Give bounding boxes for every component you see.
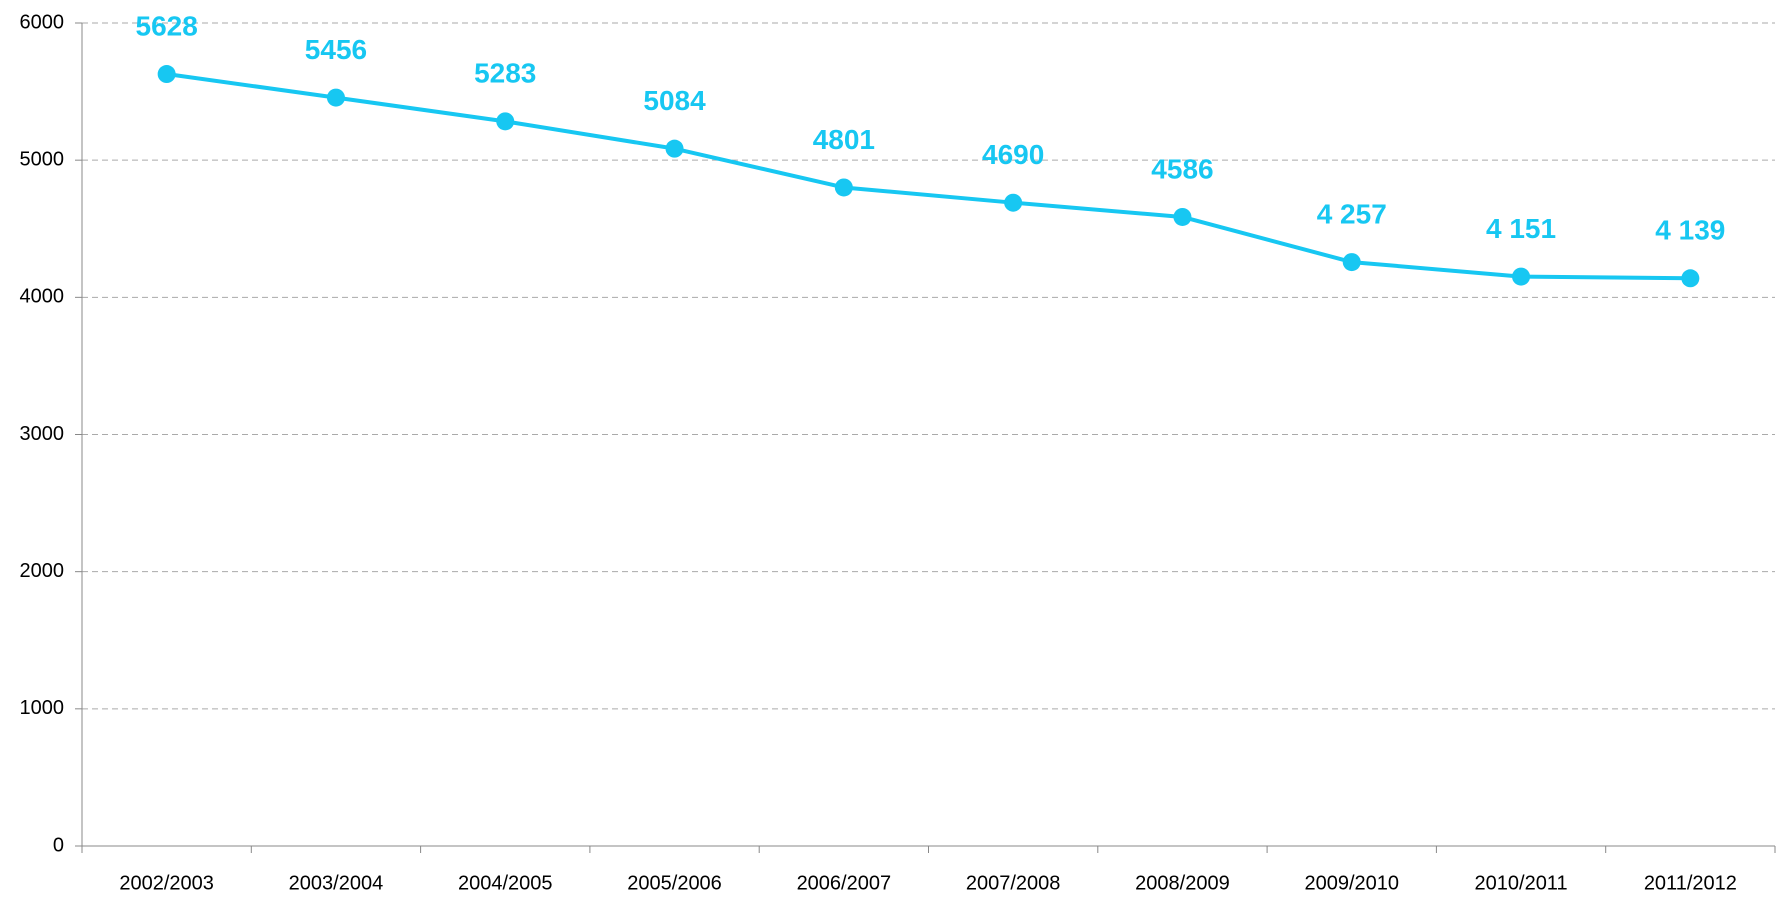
y-tick-label: 1000 bbox=[20, 697, 65, 719]
data-point bbox=[1004, 193, 1023, 212]
data-point bbox=[157, 65, 176, 84]
data-label: 5628 bbox=[136, 10, 198, 41]
x-tick-label: 2004/2005 bbox=[458, 872, 553, 894]
data-label: 4690 bbox=[982, 139, 1044, 170]
data-point bbox=[1173, 207, 1192, 226]
data-label: 4801 bbox=[813, 124, 875, 155]
data-label: 5456 bbox=[305, 34, 367, 65]
x-tick-label: 2003/2004 bbox=[289, 872, 384, 894]
data-label: 4 151 bbox=[1486, 213, 1556, 244]
data-point bbox=[665, 139, 684, 158]
data-point bbox=[1681, 269, 1700, 288]
x-tick-label: 2007/2008 bbox=[966, 872, 1061, 894]
data-point bbox=[834, 178, 853, 197]
data-point bbox=[496, 112, 515, 131]
x-tick-label: 2010/2011 bbox=[1475, 872, 1568, 894]
x-tick-label: 2002/2003 bbox=[119, 872, 214, 894]
data-point bbox=[326, 88, 345, 107]
data-point bbox=[1512, 267, 1531, 286]
data-label: 4 139 bbox=[1655, 215, 1725, 246]
y-tick-label: 0 bbox=[53, 834, 64, 856]
x-tick-label: 2006/2007 bbox=[797, 872, 892, 894]
x-tick-label: 2005/2006 bbox=[627, 872, 722, 894]
x-tick-label: 2008/2009 bbox=[1135, 872, 1230, 894]
y-tick-label: 6000 bbox=[20, 11, 65, 33]
y-tick-label: 4000 bbox=[20, 286, 65, 308]
y-tick-label: 5000 bbox=[20, 148, 65, 170]
data-label: 5283 bbox=[474, 58, 536, 89]
x-tick-label: 2011/2012 bbox=[1644, 872, 1737, 894]
data-label: 5084 bbox=[643, 85, 706, 116]
data-label: 4586 bbox=[1151, 153, 1213, 184]
data-point bbox=[1342, 253, 1361, 272]
data-line bbox=[166, 72, 1691, 281]
x-tick-label: 2009/2010 bbox=[1304, 872, 1399, 894]
y-tick-label: 2000 bbox=[20, 560, 65, 582]
data-label: 4 257 bbox=[1317, 198, 1387, 229]
y-tick-label: 3000 bbox=[20, 423, 65, 445]
